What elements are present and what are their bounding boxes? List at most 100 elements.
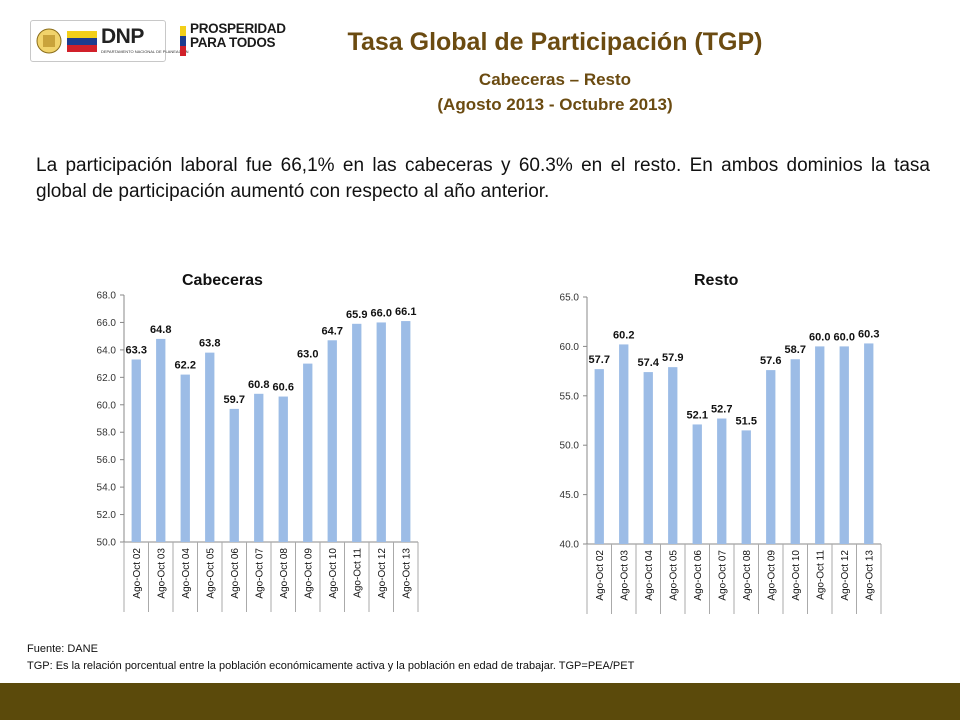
x-tick-label: Ago-Oct 04	[644, 550, 655, 601]
x-tick-label: Ago-Oct 11	[352, 548, 363, 598]
dnp-logo: DNP DEPARTAMENTO NACIONAL DE PLANEACIÓN	[30, 20, 189, 62]
data-label: 63.0	[297, 349, 318, 361]
data-label: 60.0	[834, 331, 855, 343]
bar	[594, 369, 604, 544]
y-tick-label: 56.0	[97, 455, 117, 466]
data-label: 63.8	[199, 338, 220, 350]
prosperidad-line1: PROSPERIDAD	[190, 21, 286, 36]
data-label: 66.1	[395, 306, 416, 318]
y-tick-label: 55.0	[560, 391, 580, 402]
x-tick-label: Ago-Oct 08	[742, 550, 753, 601]
page-subtitle: Cabeceras – Resto	[478, 70, 632, 89]
bar	[327, 340, 337, 542]
bar	[839, 346, 849, 544]
x-tick-label: Ago-Oct 02	[132, 548, 143, 599]
bar	[229, 408, 239, 542]
data-label: 57.4	[638, 357, 660, 369]
chart-cabeceras: 50.0 52.0 54.0 56.0 58.0 60.0 62.0 64.0 66.0 68.0…	[97, 291, 419, 612]
x-tick-label: Ago-Oct 05	[668, 550, 679, 601]
data-label: 64.8	[150, 324, 171, 336]
colombia-coat-of-arms-icon	[36, 28, 97, 54]
footer-band	[0, 683, 960, 720]
x-tick-label: Ago-Oct 09	[303, 548, 314, 599]
bar	[790, 359, 800, 544]
data-label: 60.2	[613, 329, 634, 341]
x-tick-label: Ago-Oct 10	[328, 548, 339, 599]
bar	[717, 418, 727, 544]
bar	[376, 322, 386, 542]
x-tick-label: Ago-Oct 07	[717, 550, 728, 601]
bar	[131, 359, 141, 542]
bar	[156, 338, 166, 542]
bar	[303, 363, 313, 542]
source-note: Fuente: DANE	[27, 643, 98, 655]
y-tick-label: 66.0	[97, 318, 117, 329]
y-tick-label: 65.0	[560, 293, 580, 304]
x-tick-label: Ago-Oct 02	[595, 550, 606, 601]
prosperidad-flag-icon	[180, 26, 186, 56]
y-tick-label: 52.0	[97, 510, 117, 521]
data-label: 52.7	[711, 404, 732, 416]
x-tick-label: Ago-Oct 07	[254, 548, 265, 599]
x-tick-label: Ago-Oct 04	[181, 548, 192, 599]
header-logos: DNP DEPARTAMENTO NACIONAL DE PLANEACIÓN …	[30, 20, 300, 62]
y-tick-label: 62.0	[97, 373, 117, 384]
bar	[741, 430, 751, 544]
data-label: 60.0	[809, 331, 830, 343]
data-label: 57.9	[662, 352, 683, 364]
bar	[254, 393, 264, 542]
x-tick-label: Ago-Oct 12	[840, 550, 851, 601]
data-label: 52.1	[687, 409, 708, 421]
x-tick-label: Ago-Oct 06	[230, 548, 241, 599]
bar	[352, 323, 362, 542]
y-tick-label: 60.0	[97, 400, 117, 411]
bar	[692, 424, 702, 544]
x-tick-label: Ago-Oct 03	[156, 548, 167, 599]
bar	[180, 374, 190, 542]
data-label: 57.6	[760, 355, 781, 367]
data-label: 60.8	[248, 379, 269, 391]
page-period: (Agosto 2013 - Octubre 2013)	[437, 95, 673, 114]
bar	[864, 343, 874, 544]
y-tick-label: 58.0	[97, 428, 117, 439]
data-label: 59.7	[224, 394, 245, 406]
y-tick-label: 54.0	[97, 483, 117, 494]
y-tick-label: 45.0	[560, 490, 580, 501]
definition-note: TGP: Es la relación porcentual entre la …	[27, 660, 635, 672]
bar	[766, 370, 776, 544]
x-tick-label: Ago-Oct 08	[279, 548, 290, 599]
prosperidad-logo: PROSPERIDAD PARA TODOS	[190, 22, 286, 50]
bar	[205, 352, 215, 542]
data-label: 60.6	[273, 382, 294, 394]
bar	[401, 321, 411, 542]
data-label: 58.7	[785, 344, 806, 356]
bar	[815, 346, 825, 544]
data-label: 63.3	[126, 344, 147, 356]
y-tick-label: 40.0	[560, 540, 580, 551]
intro-paragraph: La participación laboral fue 66,1% en la…	[36, 155, 930, 202]
chart-title-resto: Resto	[694, 272, 739, 289]
chart-title-cabeceras: Cabeceras	[182, 272, 263, 289]
y-tick-label: 68.0	[97, 291, 117, 302]
data-label: 64.7	[322, 325, 343, 337]
bar	[619, 344, 629, 544]
data-label: 65.9	[346, 309, 367, 321]
y-tick-label: 60.0	[560, 342, 580, 353]
bar	[668, 367, 678, 544]
bar	[643, 372, 653, 544]
x-tick-label: Ago-Oct 11	[815, 550, 826, 600]
y-tick-label: 50.0	[560, 441, 580, 452]
data-label: 66.0	[371, 307, 392, 319]
dnp-logo-subtitle: DEPARTAMENTO NACIONAL DE PLANEACIÓN	[101, 49, 189, 54]
x-tick-label: Ago-Oct 13	[401, 548, 412, 599]
x-tick-label: Ago-Oct 12	[377, 548, 388, 599]
dnp-logo-text: DNP	[101, 25, 144, 48]
data-label: 62.2	[175, 360, 196, 372]
prosperidad-line2: PARA TODOS	[190, 35, 276, 50]
x-tick-label: Ago-Oct 06	[693, 550, 704, 601]
data-label: 51.5	[736, 415, 757, 427]
x-tick-label: Ago-Oct 09	[766, 550, 777, 601]
page-title: Tasa Global de Participación (TGP)	[347, 28, 763, 56]
data-label: 60.3	[858, 328, 879, 340]
x-tick-label: Ago-Oct 10	[791, 550, 802, 601]
